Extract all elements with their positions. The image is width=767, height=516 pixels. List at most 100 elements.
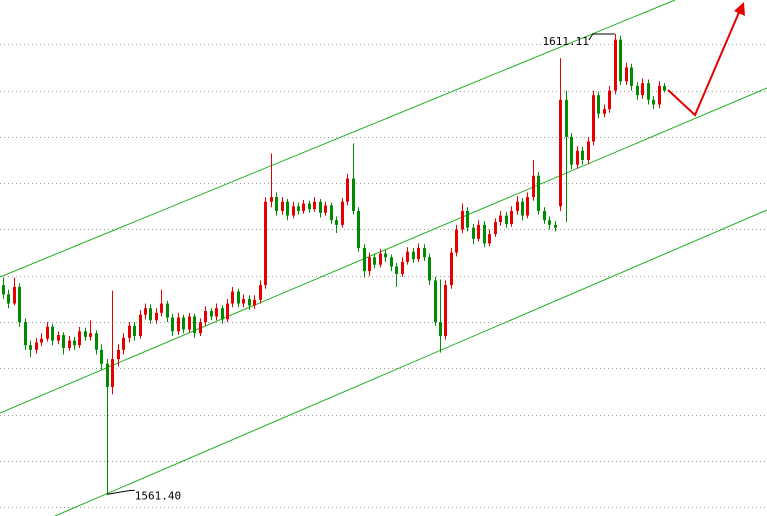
candle-body xyxy=(199,322,202,334)
candle-body xyxy=(78,331,81,346)
candle-body xyxy=(171,317,174,332)
candle-body xyxy=(51,326,54,341)
candle-body xyxy=(608,90,611,110)
candle-body xyxy=(543,210,546,221)
annotation-leader xyxy=(588,33,615,41)
candle-body xyxy=(84,331,87,337)
candle-body xyxy=(477,224,480,239)
candle-body xyxy=(466,210,469,228)
candle-body xyxy=(106,363,109,387)
candle-body xyxy=(548,220,551,225)
candle-body xyxy=(614,39,617,91)
candle-body xyxy=(231,291,234,304)
candle-body xyxy=(455,229,458,253)
candle-body xyxy=(215,308,218,317)
candle-body xyxy=(117,349,120,360)
candle-body xyxy=(193,316,196,334)
candle-body xyxy=(368,257,371,272)
candle-body xyxy=(264,201,267,286)
candle-body xyxy=(242,298,245,304)
candle-body xyxy=(597,95,600,114)
candle-body xyxy=(155,312,158,321)
candle-body xyxy=(406,251,409,262)
candle-body xyxy=(100,349,103,364)
candle-body xyxy=(248,298,251,306)
candle-body xyxy=(341,201,344,225)
candle-body xyxy=(510,210,513,224)
candle-body xyxy=(7,294,10,304)
candle-body xyxy=(226,303,229,320)
candle-body xyxy=(488,234,491,244)
candle-body xyxy=(532,175,535,198)
candle-body xyxy=(139,314,142,336)
annotations: 1611.11 1561.40 xyxy=(106,33,615,502)
candle-body xyxy=(335,220,338,225)
candle-body xyxy=(275,197,278,211)
candle-body xyxy=(412,251,415,260)
candle-body xyxy=(29,345,32,350)
candle-body xyxy=(319,201,322,213)
candle-body xyxy=(57,335,60,341)
candle-body xyxy=(144,308,147,315)
candle-body xyxy=(516,201,519,211)
candle-body xyxy=(625,67,628,82)
candle-body xyxy=(166,303,169,318)
candle-body xyxy=(526,197,529,216)
channel-upper xyxy=(0,0,676,278)
forecast-arrow xyxy=(667,2,745,117)
candle-body xyxy=(494,222,497,235)
candle-body xyxy=(292,206,295,216)
candle-body xyxy=(133,325,136,336)
candle-body xyxy=(40,338,43,343)
channel-lower xyxy=(54,209,767,516)
candle-body xyxy=(636,85,639,96)
candle-body xyxy=(581,150,584,161)
candle-body xyxy=(281,201,284,211)
candle-body xyxy=(122,337,125,350)
candle-body xyxy=(401,261,404,274)
channel-middle xyxy=(0,87,767,414)
candle-body xyxy=(439,322,442,336)
candle-body xyxy=(647,83,650,100)
candle-body xyxy=(188,316,191,330)
candle-body xyxy=(346,178,349,202)
candle-body xyxy=(89,333,92,337)
candle-body xyxy=(210,310,213,317)
candle-body xyxy=(619,39,622,82)
candle-body xyxy=(565,99,568,137)
candle-body xyxy=(576,150,579,165)
arrow-line xyxy=(667,9,741,117)
candle-body xyxy=(62,335,65,349)
candle-body xyxy=(434,280,437,323)
candle-body xyxy=(160,303,163,313)
candle-body xyxy=(95,333,98,350)
candle-body xyxy=(24,322,27,346)
candle-body xyxy=(373,257,376,265)
candle-body xyxy=(68,340,71,349)
candle-body xyxy=(658,85,661,105)
candle-body xyxy=(324,205,327,213)
candle-body xyxy=(592,95,595,142)
candle-body xyxy=(554,224,557,228)
candle-body xyxy=(237,291,240,304)
candle-body xyxy=(330,205,333,221)
candle-body xyxy=(221,308,224,320)
candle-body xyxy=(395,266,398,274)
candle-body xyxy=(177,317,180,332)
candle-body xyxy=(204,310,207,323)
candles xyxy=(2,33,666,495)
candle-body xyxy=(46,326,49,339)
candle-body xyxy=(521,201,524,216)
candle-body xyxy=(302,203,305,211)
candle-body xyxy=(390,257,393,267)
candle-body xyxy=(652,99,655,105)
candle-body xyxy=(428,257,431,281)
candle-body xyxy=(603,109,606,114)
candle-body xyxy=(630,67,633,86)
candle-body xyxy=(641,83,644,96)
candle-body xyxy=(379,253,382,265)
candle-body xyxy=(363,247,366,272)
candle-body xyxy=(35,342,38,350)
